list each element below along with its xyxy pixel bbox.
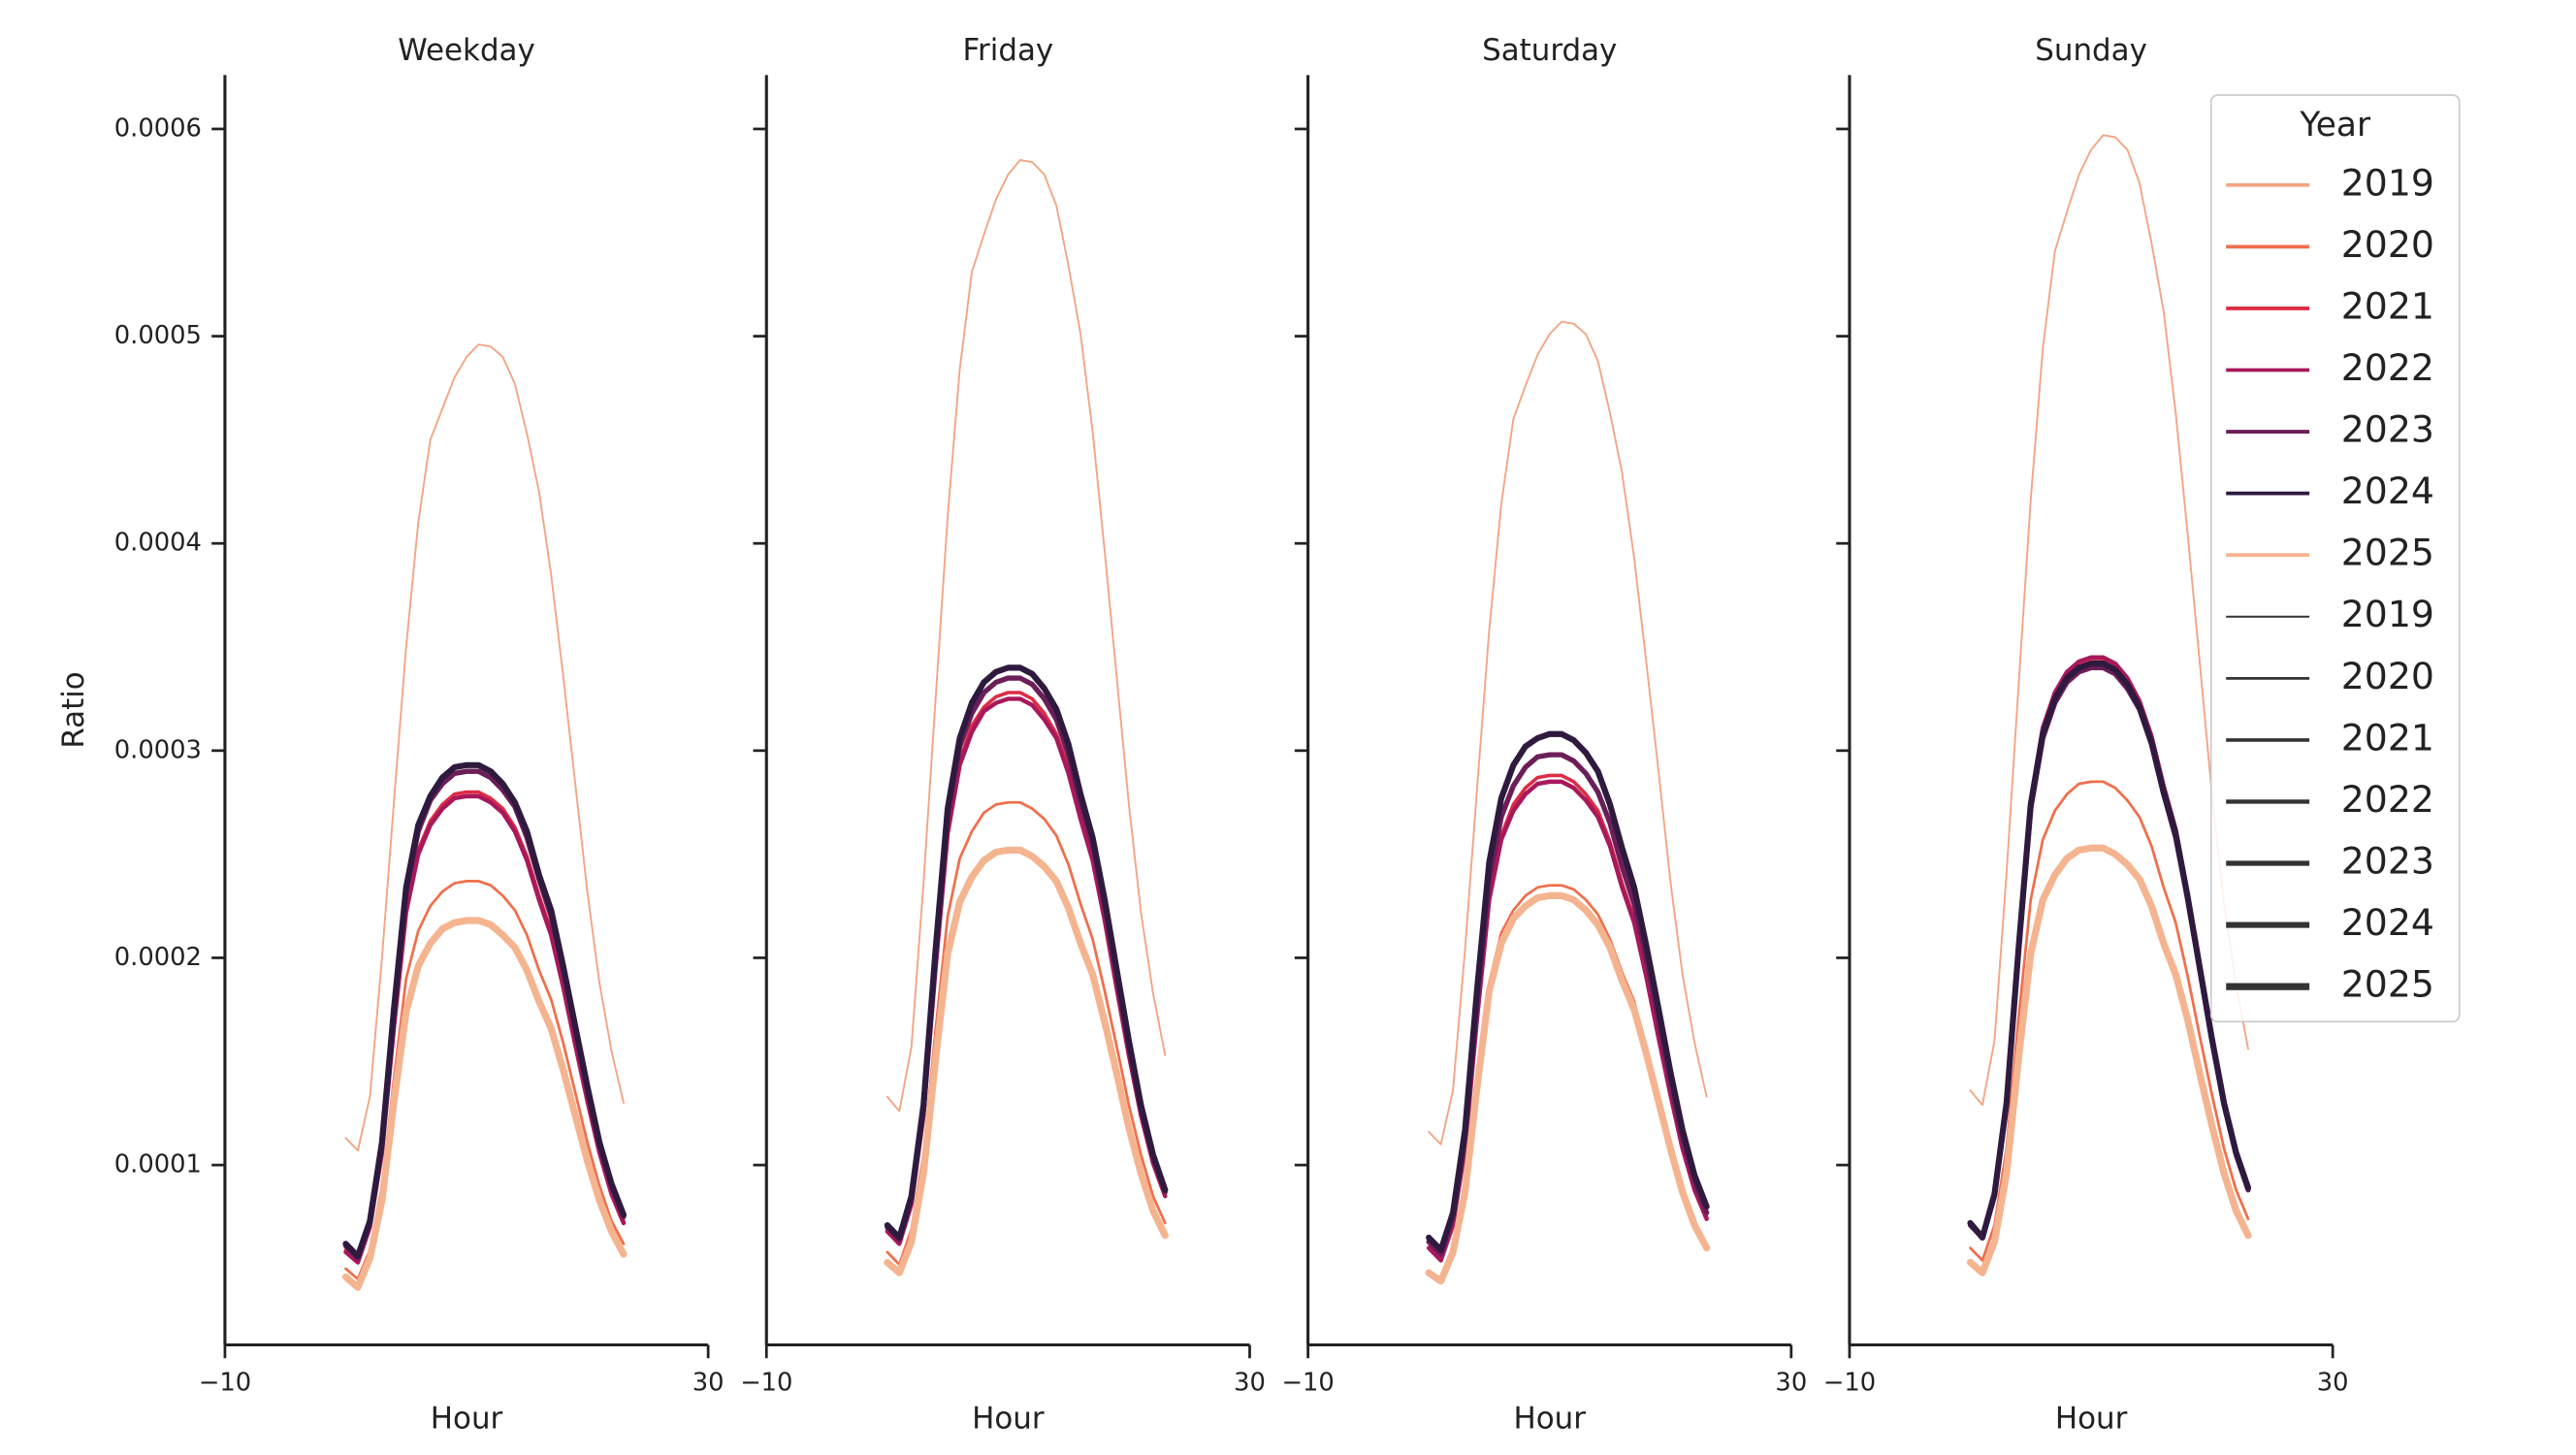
series-line	[1428, 320, 1708, 1146]
y-tick-label: 0.0004	[114, 529, 202, 558]
series-line	[885, 675, 1168, 1243]
legend-label: 2024	[2341, 469, 2434, 512]
x-tick-label: 30	[2317, 1369, 2349, 1398]
legend-label: 2025	[2341, 532, 2434, 574]
legend-label: 2020	[2341, 223, 2434, 266]
panel-title: Friday	[963, 33, 1054, 68]
series-line	[1967, 661, 2252, 1241]
legend-box	[2209, 94, 2461, 1023]
legend-label: 2021	[2341, 284, 2434, 327]
y-tick-label: 0.0006	[114, 113, 202, 143]
x-tick-label: 30	[1775, 1369, 1807, 1398]
y-tick-label: 0.0003	[114, 735, 202, 764]
x-tick-label: −10	[199, 1369, 251, 1398]
y-tick-label: 0.0005	[114, 321, 202, 350]
legend-label: 2025	[2341, 963, 2434, 1006]
x-axis-label: Hour	[2055, 1401, 2128, 1436]
series-line	[1969, 780, 2250, 1262]
x-axis-label: Hour	[972, 1401, 1045, 1436]
legend-label: 2023	[2341, 840, 2434, 883]
series-line	[1425, 891, 1711, 1285]
legend-label: 2021	[2341, 716, 2434, 759]
y-axis-label: Ratio	[56, 671, 91, 748]
legend-label: 2019	[2341, 161, 2434, 204]
series-line	[885, 696, 1168, 1246]
series-line	[343, 790, 626, 1265]
legend-label: 2023	[2341, 408, 2434, 451]
y-tick-label: 0.0001	[114, 1150, 202, 1180]
series-line	[344, 343, 625, 1152]
legend-label: 2024	[2341, 901, 2434, 944]
series-line	[1426, 730, 1710, 1253]
series-line	[884, 846, 1169, 1277]
series-line	[1969, 134, 2249, 1107]
series-line	[1427, 773, 1709, 1261]
x-axis-label: Hour	[1513, 1401, 1586, 1436]
series-line	[886, 159, 1167, 1113]
series-line	[341, 917, 628, 1291]
series-line	[343, 793, 627, 1265]
x-axis-label: Hour	[431, 1401, 503, 1436]
legend-title: Year	[2299, 106, 2371, 145]
legend-label: 2022	[2341, 778, 2434, 821]
panel-title: Weekday	[398, 33, 535, 68]
panel-title: Saturday	[1482, 33, 1617, 68]
x-tick-label: −10	[1823, 1369, 1876, 1398]
x-tick-label: −10	[740, 1369, 792, 1398]
y-tick-label: 0.0002	[114, 943, 202, 972]
legend-label: 2020	[2341, 655, 2434, 697]
legend-label: 2019	[2341, 593, 2434, 635]
x-tick-label: 30	[1234, 1369, 1266, 1398]
series-line	[1426, 779, 1709, 1263]
series-line	[886, 691, 1168, 1246]
x-tick-label: −10	[1281, 1369, 1334, 1398]
series-line	[342, 761, 628, 1260]
x-tick-label: 30	[692, 1369, 724, 1398]
panel-title: Sunday	[2035, 33, 2147, 68]
legend-label: 2022	[2341, 346, 2434, 389]
series-line	[1966, 844, 2252, 1277]
series-line	[884, 664, 1169, 1241]
